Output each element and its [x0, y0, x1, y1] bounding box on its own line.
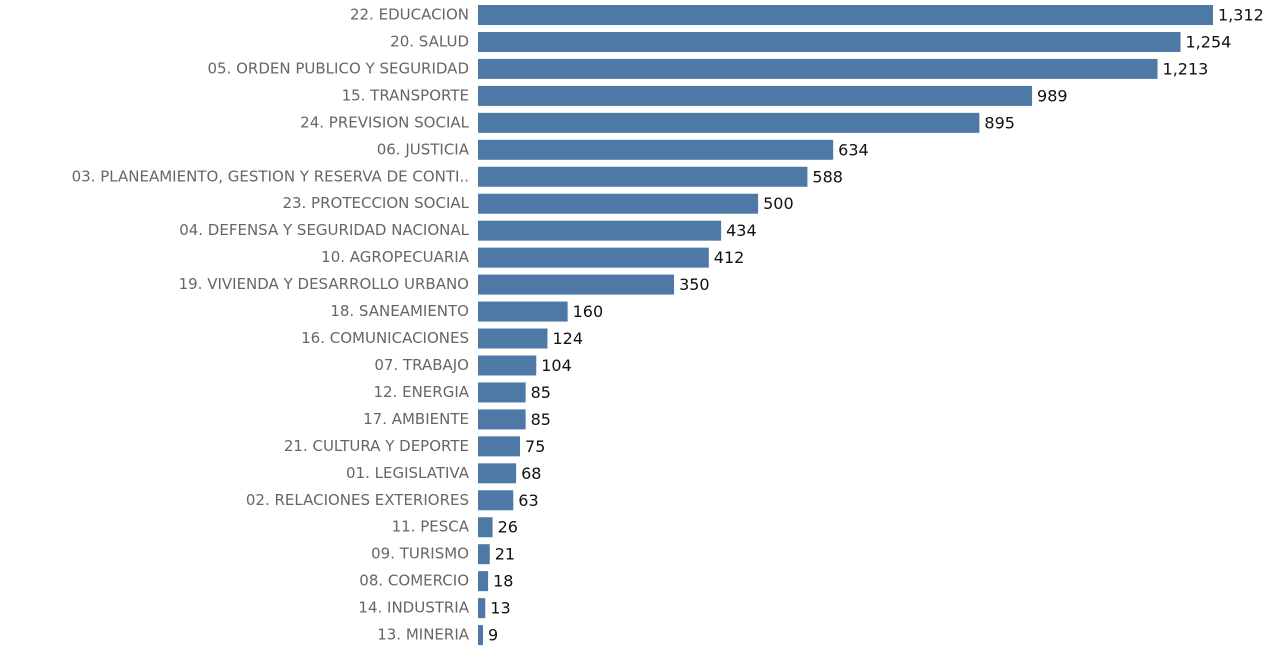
bar — [478, 193, 759, 214]
category-label: 07. TRABAJO — [374, 356, 469, 374]
bar — [478, 139, 834, 160]
bar — [478, 544, 490, 565]
value-label: 1,213 — [1163, 59, 1209, 78]
category-label: 18. SANEAMIENTO — [330, 302, 469, 320]
category-label: 08. COMERCIO — [359, 572, 469, 590]
bar — [478, 220, 722, 241]
value-label: 63 — [518, 491, 538, 510]
value-label: 9 — [488, 626, 498, 645]
bar — [478, 328, 548, 349]
value-label: 13 — [490, 599, 510, 618]
value-label: 434 — [726, 221, 757, 240]
value-label: 634 — [838, 140, 869, 159]
bar — [478, 490, 514, 511]
category-label: 19. VIVIENDA Y DESARROLLO URBANO — [179, 275, 469, 293]
category-label: 03. PLANEAMIENTO, GESTION Y RESERVA DE C… — [72, 167, 469, 185]
category-label: 23. PROTECCION SOCIAL — [282, 194, 469, 212]
bar — [478, 58, 1158, 79]
category-label: 13. MINERIA — [377, 626, 470, 644]
value-label: 895 — [984, 113, 1015, 132]
bar — [478, 382, 526, 403]
bar — [478, 301, 568, 322]
bar — [478, 436, 521, 457]
bar — [478, 517, 493, 538]
category-label: 15. TRANSPORTE — [342, 86, 469, 104]
bar — [478, 5, 1213, 25]
bar — [478, 274, 675, 295]
value-label: 1,254 — [1186, 32, 1232, 51]
category-label: 11. PESCA — [392, 518, 470, 536]
bar — [478, 247, 709, 268]
bar — [478, 31, 1181, 52]
category-label: 01. LEGISLATIVA — [346, 464, 470, 482]
value-label: 124 — [552, 329, 583, 348]
category-label: 09. TURISMO — [371, 545, 469, 563]
value-label: 21 — [495, 545, 515, 564]
value-label: 1,312 — [1218, 6, 1264, 25]
bar — [478, 598, 486, 619]
value-label: 26 — [498, 518, 518, 537]
category-label: 21. CULTURA Y DEPORTE — [284, 437, 469, 455]
category-label: 20. SALUD — [390, 32, 469, 50]
bar — [478, 85, 1033, 106]
value-label: 85 — [531, 410, 551, 429]
category-label: 22. EDUCACION — [350, 6, 469, 24]
bar — [478, 112, 980, 133]
category-label: 10. AGROPECUARIA — [321, 248, 470, 266]
bar — [478, 409, 526, 430]
value-label: 588 — [812, 167, 843, 186]
value-label: 412 — [714, 248, 745, 267]
value-label: 68 — [521, 464, 541, 483]
value-label: 160 — [573, 302, 604, 321]
value-label: 989 — [1037, 86, 1068, 105]
category-label: 24. PREVISION SOCIAL — [300, 113, 469, 131]
value-label: 350 — [679, 275, 710, 294]
bar — [478, 355, 537, 376]
value-label: 500 — [763, 194, 794, 213]
value-label: 104 — [541, 356, 572, 375]
value-label: 18 — [493, 572, 513, 591]
bar — [478, 571, 489, 592]
category-label: 14. INDUSTRIA — [358, 599, 469, 617]
category-label: 05. ORDEN PUBLICO Y SEGURIDAD — [208, 59, 470, 77]
value-label: 75 — [525, 437, 545, 456]
bar — [478, 166, 808, 187]
value-label: 85 — [531, 383, 551, 402]
category-label: 06. JUSTICIA — [377, 140, 470, 158]
category-label: 12. ENERGIA — [373, 383, 469, 401]
bar — [478, 625, 484, 646]
category-label: 17. AMBIENTE — [363, 410, 469, 428]
category-label: 02. RELACIONES EXTERIORES — [246, 491, 469, 509]
bar — [478, 463, 517, 484]
category-label: 04. DEFENSA Y SEGURIDAD NACIONAL — [179, 221, 469, 239]
category-label: 16. COMUNICACIONES — [301, 329, 469, 347]
